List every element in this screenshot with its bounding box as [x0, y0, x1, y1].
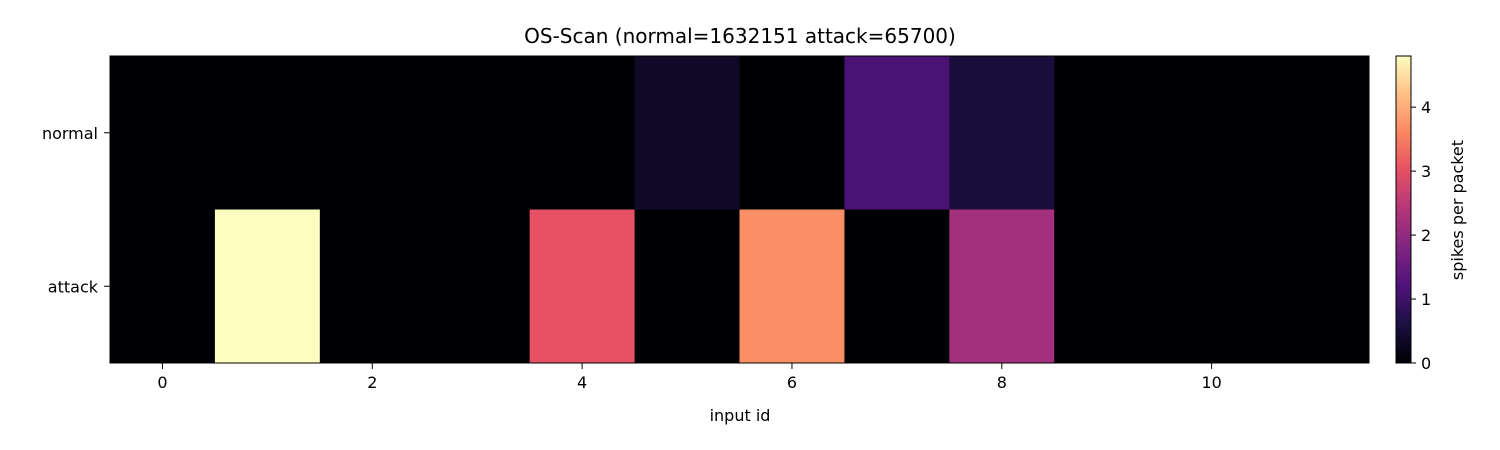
y-tick-label: attack: [48, 277, 99, 296]
heatmap-cell: [424, 209, 531, 364]
heatmap-cell: [110, 56, 216, 210]
heatmap-cell: [424, 56, 531, 210]
heatmap-cell: [1159, 56, 1265, 210]
x-tick-label: 6: [787, 373, 797, 392]
heatmap-cell: [529, 56, 636, 210]
heatmap-cell: [214, 209, 321, 364]
x-axis-label: input id: [710, 406, 771, 425]
x-tick-label: 10: [1201, 373, 1221, 392]
y-axis: normal attack: [42, 124, 110, 296]
heatmap-cell: [949, 56, 1055, 210]
heatmap-cell: [319, 56, 426, 210]
colorbar-tick-label: 0: [1421, 354, 1431, 373]
heatmap-cell: [529, 209, 636, 364]
heatmap-cell: [110, 209, 216, 364]
colorbar-tick-label: 2: [1421, 226, 1431, 245]
y-tick-label: normal: [42, 124, 98, 143]
heatmap-cell: [634, 209, 740, 364]
heatmap-cell: [319, 209, 426, 364]
heatmap-cell: [844, 209, 950, 364]
x-tick-label: 4: [577, 373, 587, 392]
heatmap-cell: [844, 56, 950, 210]
colorbar-gradient: [1395, 55, 1412, 364]
colorbar: 0 1 2 3 4: [1395, 55, 1431, 373]
heatmap-cell: [1264, 56, 1370, 210]
x-tick-label: 2: [367, 373, 377, 392]
heatmap-cell: [1264, 209, 1370, 364]
chart-title: OS-Scan (normal=1632151 attack=65700): [524, 24, 956, 48]
x-tick-label: 0: [157, 373, 167, 392]
plot-frame: [109, 55, 1370, 364]
heatmap-cell: [634, 56, 740, 210]
heatmap-cell: [1159, 209, 1265, 364]
heatmap-cell: [214, 56, 321, 210]
heatmap-cell: [1054, 56, 1160, 210]
colorbar-tick-label: 4: [1421, 98, 1431, 117]
colorbar-tick-label: 3: [1421, 162, 1431, 181]
heatmap-cell: [1054, 209, 1160, 364]
colorbar-tick-label: 1: [1421, 290, 1431, 309]
heatmap-cell: [739, 56, 845, 210]
heatmap-cells: [110, 56, 1370, 364]
x-axis: 0 2 4 6 8 10: [157, 363, 1222, 392]
heatmap-cell: [949, 209, 1055, 364]
heatmap-cell: [739, 209, 845, 364]
x-tick-label: 8: [997, 373, 1007, 392]
colorbar-label: spikes per packet: [1448, 140, 1467, 280]
